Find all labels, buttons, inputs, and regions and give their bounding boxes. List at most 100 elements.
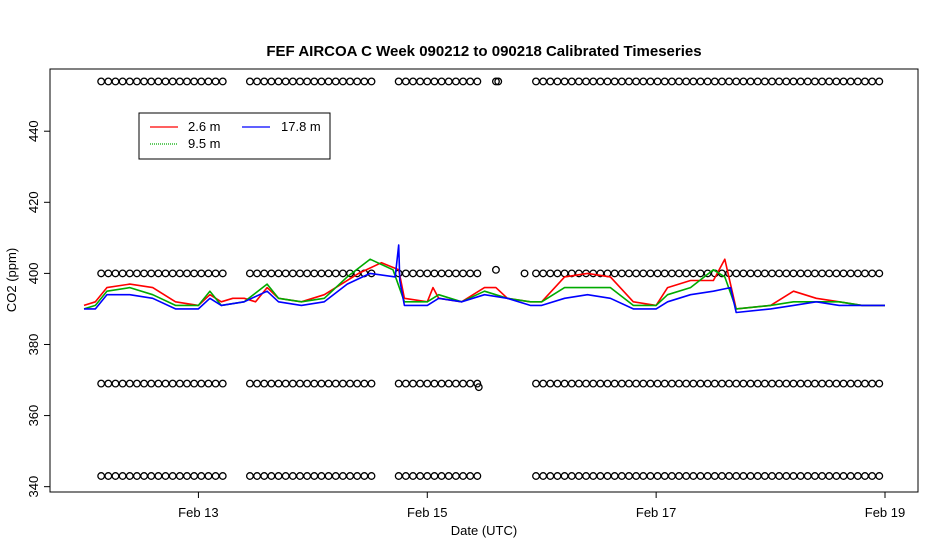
calibration-point: [832, 77, 841, 86]
calibration-point: [725, 77, 734, 86]
calibration-point: [660, 269, 669, 278]
calibration-point: [303, 269, 312, 278]
calibration-point: [168, 472, 177, 480]
calibration-point: [632, 472, 641, 480]
calibration-point: [296, 77, 304, 86]
calibration-point: [725, 379, 734, 388]
calibration-point: [603, 472, 612, 480]
calibration-point: [868, 269, 877, 278]
calibration-point: [111, 77, 120, 86]
calibration-point: [753, 472, 762, 480]
calibration-point: [768, 77, 776, 86]
calibration-point: [639, 379, 648, 388]
calibration-point: [810, 77, 819, 86]
calibration-point: [803, 269, 812, 278]
calibration-point: [567, 77, 576, 86]
calibration-point: [703, 472, 712, 480]
x-axis: Feb 13 Feb 15 Feb 17 Feb 19: [178, 492, 905, 520]
calibration-point: [183, 77, 191, 86]
calibration-point: [211, 379, 220, 388]
legend-label-2-6m: 2.6 m: [188, 119, 221, 134]
calibration-point: [423, 379, 432, 388]
calibration-point: [646, 472, 655, 480]
calibration-point: [682, 269, 691, 278]
calibration-point: [338, 472, 347, 480]
calibration-point: [281, 472, 290, 480]
calibration-point: [746, 472, 755, 480]
calibration-point: [653, 379, 662, 388]
calibration-point: [739, 472, 748, 480]
calibration-point: [825, 379, 834, 388]
calibration-point: [97, 269, 106, 278]
calibration-point: [596, 472, 605, 480]
calibration-point: [140, 77, 149, 86]
calibration-point: [97, 77, 106, 86]
calibration-point: [154, 379, 163, 388]
calibration-point: [875, 379, 884, 388]
calibration-point: [353, 77, 362, 86]
calibration-point: [346, 472, 354, 480]
calibration-point: [444, 379, 453, 388]
calibration-point: [437, 269, 446, 278]
calibration-point: [459, 472, 467, 480]
calibration-point: [803, 472, 812, 480]
calibration-point: [875, 472, 884, 480]
calibration-point: [660, 379, 669, 388]
calibration-point: [317, 77, 326, 86]
calibration-point: [353, 472, 362, 480]
calibration-point: [868, 379, 877, 388]
calibration-point: [610, 77, 619, 86]
calibration-point: [875, 77, 884, 86]
calibration-point: [760, 269, 769, 278]
calibration-point: [310, 77, 319, 86]
calibration-point: [861, 269, 869, 278]
calibration-point: [274, 379, 283, 388]
calibration-point: [154, 269, 163, 278]
calibration-point: [560, 77, 569, 86]
calibration-point: [346, 77, 354, 86]
calibration-point: [466, 379, 475, 388]
calibration-point: [161, 77, 170, 86]
calibration-point: [147, 379, 156, 388]
calibration-point: [717, 472, 726, 480]
calibration-point: [782, 472, 791, 480]
calibration-point: [118, 77, 127, 86]
calibration-point: [331, 379, 340, 388]
calibration-point: [430, 77, 439, 86]
calibration-point: [546, 379, 555, 388]
calibration-point: [459, 379, 467, 388]
calibration-point: [175, 472, 184, 480]
calibration-point: [539, 379, 548, 388]
calibration-point: [168, 379, 177, 388]
calibration-point: [367, 77, 376, 86]
calibration-point: [401, 379, 410, 388]
calibration-point: [696, 77, 705, 86]
y-tick-label: 380: [26, 334, 41, 356]
calibration-point: [175, 77, 184, 86]
calibration-point: [839, 379, 848, 388]
calibration-point: [625, 379, 633, 388]
calibration-point: [190, 77, 199, 86]
calibration-point: [303, 77, 312, 86]
calibration-point: [861, 379, 869, 388]
calibration-point: [401, 77, 410, 86]
calibration-point: [360, 472, 369, 480]
calibration-point: [717, 379, 726, 388]
calibration-point: [732, 269, 741, 278]
calibration-point: [818, 77, 827, 86]
chart-title: FEF AIRCOA C Week 090212 to 090218 Calib…: [266, 43, 701, 60]
calibration-point: [296, 269, 304, 278]
calibration-point: [689, 269, 698, 278]
calibration-point: [111, 379, 120, 388]
y-tick-label: 420: [26, 191, 41, 213]
calibration-point: [104, 77, 113, 86]
calibration-point: [324, 269, 333, 278]
calibration-point: [532, 472, 540, 480]
calibration-point: [782, 269, 791, 278]
calibration-point: [846, 472, 855, 480]
calibration-point: [546, 77, 555, 86]
calibration-point: [796, 379, 805, 388]
calibration-point: [125, 77, 134, 86]
calibration-point: [459, 77, 467, 86]
calibration-point: [111, 472, 120, 480]
